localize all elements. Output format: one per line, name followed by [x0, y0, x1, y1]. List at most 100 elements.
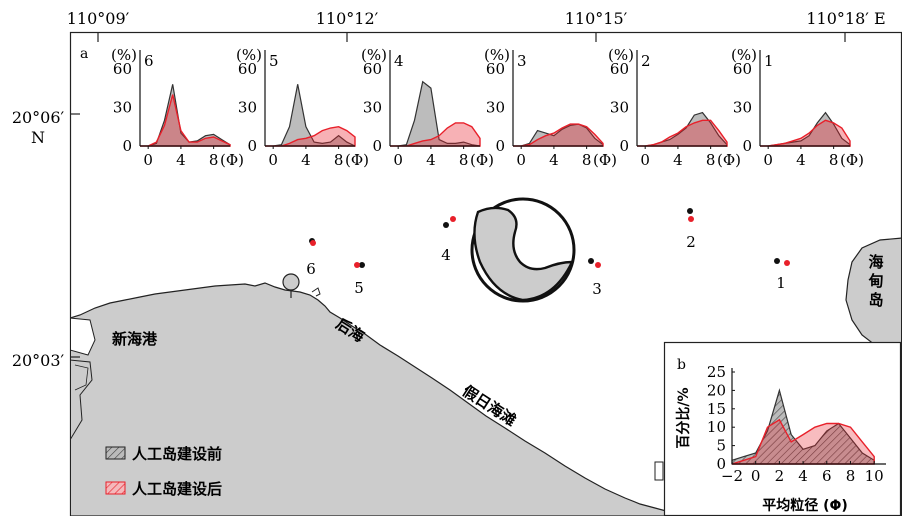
ytick-2-0: 60	[610, 60, 629, 78]
b-ytick-5: 0	[716, 455, 726, 473]
xtick-5-1: 4	[301, 151, 311, 169]
b-xtick-4: 6	[822, 467, 832, 485]
jetty	[311, 287, 321, 297]
xtick-3-0: 0	[516, 151, 526, 169]
panel-b-ylabel: 百分比/%	[675, 387, 692, 448]
mainland	[71, 282, 681, 516]
ytick-4-0: 60	[363, 60, 382, 78]
ytick-4-1: 30	[363, 98, 382, 116]
station-6: 6	[306, 238, 316, 278]
b-xtick-5: 8	[846, 467, 856, 485]
b-xtick-0: −2	[721, 467, 743, 485]
series-after-1	[760, 119, 851, 147]
lat-label-2: 20°03′	[12, 351, 65, 370]
legend-label-before: 人工岛建设前	[132, 445, 222, 463]
series-before-4	[390, 80, 481, 147]
chart-xlabel-3: (Φ)	[593, 151, 617, 169]
chart-ylabel-2: (%)	[608, 46, 634, 64]
xtick-4-2: 8	[459, 151, 469, 169]
ytick-5-0: 60	[238, 60, 257, 78]
chart-xlabel-4: (Φ)	[470, 151, 494, 169]
ytick-5-1: 30	[238, 98, 257, 116]
xtick-1-1: 4	[796, 151, 806, 169]
ytick-3-2: 0	[495, 137, 505, 155]
b-series-before	[731, 388, 875, 465]
ytick-1-2: 0	[742, 137, 752, 155]
lat-label-1-sub: N	[31, 128, 45, 147]
station-5-label: 5	[354, 279, 364, 297]
small-chart-6: 6 (%)60 30 00 4 8 (Φ)	[111, 46, 244, 169]
legend-label-after: 人工岛建设后	[132, 480, 222, 498]
chart-title-6: 6	[144, 52, 154, 70]
artificial-island	[470, 197, 576, 303]
chart-title-1: 1	[764, 52, 774, 70]
chart-ylabel-6: (%)	[111, 46, 137, 64]
ytick-3-0: 60	[486, 60, 505, 78]
coordinate-ticks	[70, 32, 846, 358]
xtick-4-0: 0	[393, 151, 403, 169]
xtick-2-2: 8	[706, 151, 716, 169]
xtick-6-2: 8	[209, 151, 219, 169]
small-chart-5: 5 (%)60 30 00 4 8 (Φ)	[236, 46, 369, 169]
station-4: 4	[441, 216, 456, 264]
lat-label-1: 20°06′	[12, 108, 65, 127]
station-3: 3	[588, 258, 602, 298]
panel-a-tag: a	[80, 46, 88, 62]
b-ytick-3: 10	[707, 418, 726, 436]
chart-title-3: 3	[517, 52, 527, 70]
series-after-2	[637, 119, 728, 147]
small-chart-4: 4 (%)60 30 00 4 8 (Φ)	[361, 46, 494, 169]
xtick-5-2: 8	[334, 151, 344, 169]
chart-ylabel-3: (%)	[484, 46, 510, 64]
place-haidian-3: 岛	[868, 291, 883, 309]
ytick-1-0: 60	[733, 60, 752, 78]
station-2: 2	[686, 208, 696, 251]
port-structure	[71, 317, 96, 356]
legend-swatch-before	[105, 446, 126, 460]
small-chart-3: 3 (%)60 30 00 4 8 (Φ)	[484, 46, 617, 169]
small-structure	[654, 461, 664, 481]
station-1-label: 1	[776, 274, 786, 292]
chart-title-4: 4	[394, 52, 404, 70]
ytick-6-1: 30	[113, 98, 132, 116]
station-5: 5	[354, 262, 365, 297]
chart-ylabel-4: (%)	[361, 46, 387, 64]
b-xtick-6: 10	[865, 467, 884, 485]
chart-title-5: 5	[269, 52, 279, 70]
ytick-6-0: 60	[113, 60, 132, 78]
lon-label-3: 110°15′	[565, 9, 628, 28]
xtick-2-1: 4	[673, 151, 683, 169]
chart-xlabel-1: (Φ)	[840, 151, 864, 169]
small-chart-2: 2 (%)60 30 00 4 8 (Φ)	[608, 46, 741, 169]
small-chart-1: 1 (%)60 30 00 4 8 (Φ)	[731, 46, 864, 169]
place-xinhai: 新海港	[112, 330, 158, 348]
xtick-6-0: 0	[143, 151, 153, 169]
series-after-6	[140, 94, 231, 147]
pier-head	[282, 273, 300, 291]
legend-swatch-after	[105, 481, 126, 495]
b-xtick-3: 4	[798, 467, 808, 485]
chart-xlabel-6: (Φ)	[220, 151, 244, 169]
b-ytick-4: 5	[716, 437, 726, 455]
xtick-1-2: 8	[829, 151, 839, 169]
legend: 人工岛建设前 人工岛建设后	[105, 445, 222, 498]
chart-title-2: 2	[641, 52, 651, 70]
panel-b-xlabel: 平均粒径 (Φ)	[762, 497, 848, 514]
series-before-5	[265, 84, 356, 147]
ytick-2-2: 0	[619, 137, 629, 155]
b-ytick-2: 15	[707, 400, 726, 418]
station-4-label: 4	[441, 246, 451, 264]
xtick-3-1: 4	[549, 151, 559, 169]
chart-xlabel-2: (Φ)	[717, 151, 741, 169]
place-haidian-2: 甸	[867, 272, 883, 290]
station-6-label: 6	[306, 260, 316, 278]
chart-ylabel-5: (%)	[236, 46, 262, 64]
chart-xlabel-5: (Φ)	[345, 151, 369, 169]
ytick-3-1: 30	[486, 98, 505, 116]
ytick-2-1: 30	[610, 98, 629, 116]
xtick-6-1: 4	[176, 151, 186, 169]
